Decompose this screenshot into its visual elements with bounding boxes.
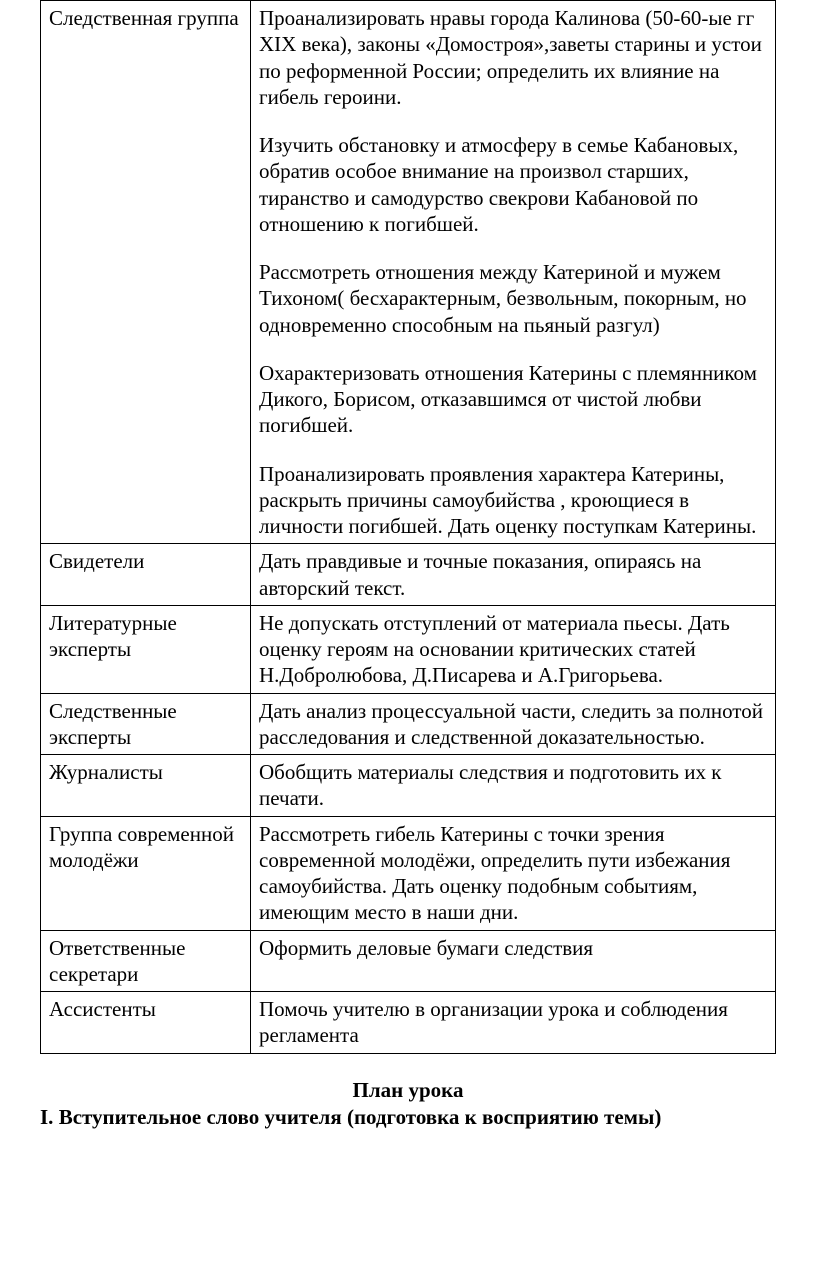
role-cell: Ответственные секретари [41,930,251,992]
task-paragraph: Оформить деловые бумаги следствия [259,935,767,961]
task-paragraph: Дать правдивые и точные показания, опира… [259,548,767,601]
table-row: Группа современной молодёжи Рассмотреть … [41,816,776,930]
table-row: Свидетели Дать правдивые и точные показа… [41,544,776,606]
plan-title: План урока [40,1078,776,1103]
task-paragraph: Проанализировать нравы города Калинова (… [259,5,767,110]
plan-item-1: I. Вступительное слово учителя (подготов… [40,1105,776,1130]
task-cell: Дать правдивые и точные показания, опира… [251,544,776,606]
table-row: Ассистенты Помочь учителю в организации … [41,992,776,1054]
task-paragraph: Дать анализ процессуальной части, следит… [259,698,767,751]
task-paragraph: Помочь учителю в организации урока и соб… [259,996,767,1049]
task-cell: Дать анализ процессуальной части, следит… [251,693,776,755]
role-cell: Литературные эксперты [41,605,251,693]
table-row: Ответственные секретари Оформить деловые… [41,930,776,992]
task-paragraph: Не допускать отступлений от материала пь… [259,610,767,689]
task-cell: Оформить деловые бумаги следствия [251,930,776,992]
table-row: Литературные эксперты Не допускать отсту… [41,605,776,693]
task-paragraph: Обобщить материалы следствия и подготови… [259,759,767,812]
table-row: Следственная группа Проанализировать нра… [41,1,776,544]
roles-table: Следственная группа Проанализировать нра… [40,0,776,1054]
document-page: Следственная группа Проанализировать нра… [0,0,816,1160]
task-paragraph: Рассмотреть отношения между Катериной и … [259,259,767,338]
task-cell: Помочь учителю в организации урока и соб… [251,992,776,1054]
task-cell: Не допускать отступлений от материала пь… [251,605,776,693]
table-row: Следственные эксперты Дать анализ процес… [41,693,776,755]
task-paragraph: Рассмотреть гибель Катерины с точки зрен… [259,821,767,926]
task-paragraph: Изучить обстановку и атмосферу в семье К… [259,132,767,237]
task-paragraph: Проанализировать проявления характера Ка… [259,461,767,540]
role-cell: Журналисты [41,755,251,817]
task-cell: Рассмотреть гибель Катерины с точки зрен… [251,816,776,930]
plan-item-text: Вступительное слово учителя (подготовка … [59,1105,662,1129]
task-cell: Обобщить материалы следствия и подготови… [251,755,776,817]
table-row: Журналисты Обобщить материалы следствия … [41,755,776,817]
role-cell: Свидетели [41,544,251,606]
role-cell: Группа современной молодёжи [41,816,251,930]
role-cell: Ассистенты [41,992,251,1054]
plan-item-number: I. [40,1105,53,1129]
task-cell: Проанализировать нравы города Калинова (… [251,1,776,544]
role-cell: Следственная группа [41,1,251,544]
role-cell: Следственные эксперты [41,693,251,755]
task-paragraph: Охарактеризовать отношения Катерины с пл… [259,360,767,439]
